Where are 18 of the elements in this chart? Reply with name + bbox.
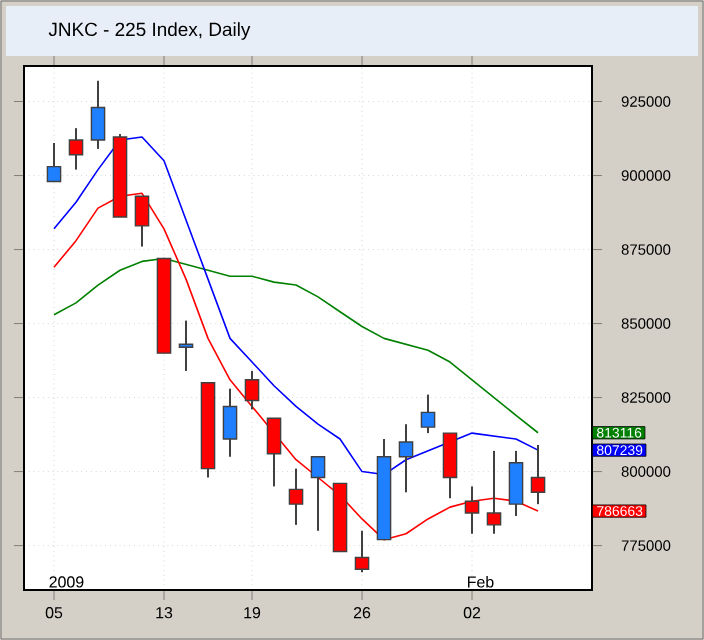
chart-title: JNKC - 225 Index, Daily <box>48 22 251 40</box>
candlestick <box>486 449 502 535</box>
candlestick <box>420 393 436 435</box>
candlestick <box>288 467 304 526</box>
candlestick <box>178 319 194 372</box>
candlestick <box>442 432 458 500</box>
candlestick <box>90 79 106 150</box>
candlestick <box>266 417 282 488</box>
candlestick <box>530 443 546 506</box>
candlestick <box>46 141 62 183</box>
candlestick <box>464 485 480 535</box>
candlestick <box>310 455 326 532</box>
candlestick <box>222 387 238 458</box>
candlestick <box>68 127 84 171</box>
candlestick <box>398 423 414 494</box>
candlestick <box>244 369 260 411</box>
candlestick <box>354 529 370 574</box>
candlestick <box>508 449 524 517</box>
